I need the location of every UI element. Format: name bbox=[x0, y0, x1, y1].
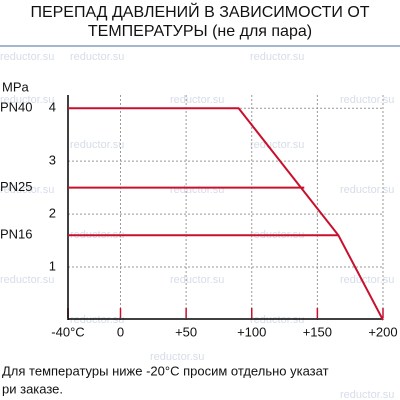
series-label: PN16 bbox=[0, 227, 33, 242]
watermark: reductor.su bbox=[250, 51, 304, 63]
note: Для температуры ниже -20°C просим отдель… bbox=[2, 363, 329, 378]
watermark: reductor.su bbox=[0, 274, 54, 286]
y-tick-label: 1 bbox=[49, 258, 56, 273]
watermarks: reductor.su reductor.su reductor.su reducto… bbox=[0, 51, 394, 400]
x-tick-label: +50 bbox=[175, 324, 197, 339]
x-tick-label: +150 bbox=[303, 324, 332, 339]
watermark: reductor.su bbox=[340, 389, 394, 400]
series-line bbox=[68, 107, 384, 321]
watermark: reductor.su bbox=[340, 274, 394, 286]
watermark: reductor.su bbox=[170, 274, 224, 286]
series-label: PN25 bbox=[0, 179, 33, 194]
series-label: PN40 bbox=[0, 100, 33, 115]
y-tick-label: 4 bbox=[49, 100, 56, 115]
watermark: reductor.su bbox=[70, 139, 124, 151]
watermark: reductor.su bbox=[0, 51, 54, 63]
chart-title: ПЕРЕПАД ДАВЛЕНИЙ В ЗАВИСИМОСТИ ОТ bbox=[30, 2, 369, 21]
x-tick-label: -40°C bbox=[51, 324, 84, 339]
watermark: reductor.su bbox=[170, 94, 224, 106]
watermark: reductor.su bbox=[170, 184, 224, 196]
note: ри заказе. bbox=[2, 381, 63, 396]
y-axis-label: MPa bbox=[2, 79, 30, 94]
watermark: reductor.su bbox=[340, 184, 394, 196]
watermark: reductor.su bbox=[70, 51, 124, 63]
watermark: reductor.su bbox=[150, 351, 204, 363]
x-tick-label: +200 bbox=[368, 324, 397, 339]
watermark: reductor.su bbox=[70, 314, 124, 326]
watermark: reductor.su bbox=[0, 94, 54, 106]
chart-title: ТЕМПЕРАТУРЫ (не для пара) bbox=[88, 23, 312, 40]
watermark: reductor.su bbox=[0, 184, 54, 196]
watermark: reductor.su bbox=[250, 314, 304, 326]
x-tick-label: +100 bbox=[237, 324, 266, 339]
x-tick-label: 0 bbox=[117, 324, 124, 339]
watermark: reductor.su bbox=[250, 139, 304, 151]
y-tick-label: 2 bbox=[49, 206, 56, 221]
y-tick-label: 3 bbox=[49, 153, 56, 168]
watermark: reductor.su bbox=[340, 94, 394, 106]
